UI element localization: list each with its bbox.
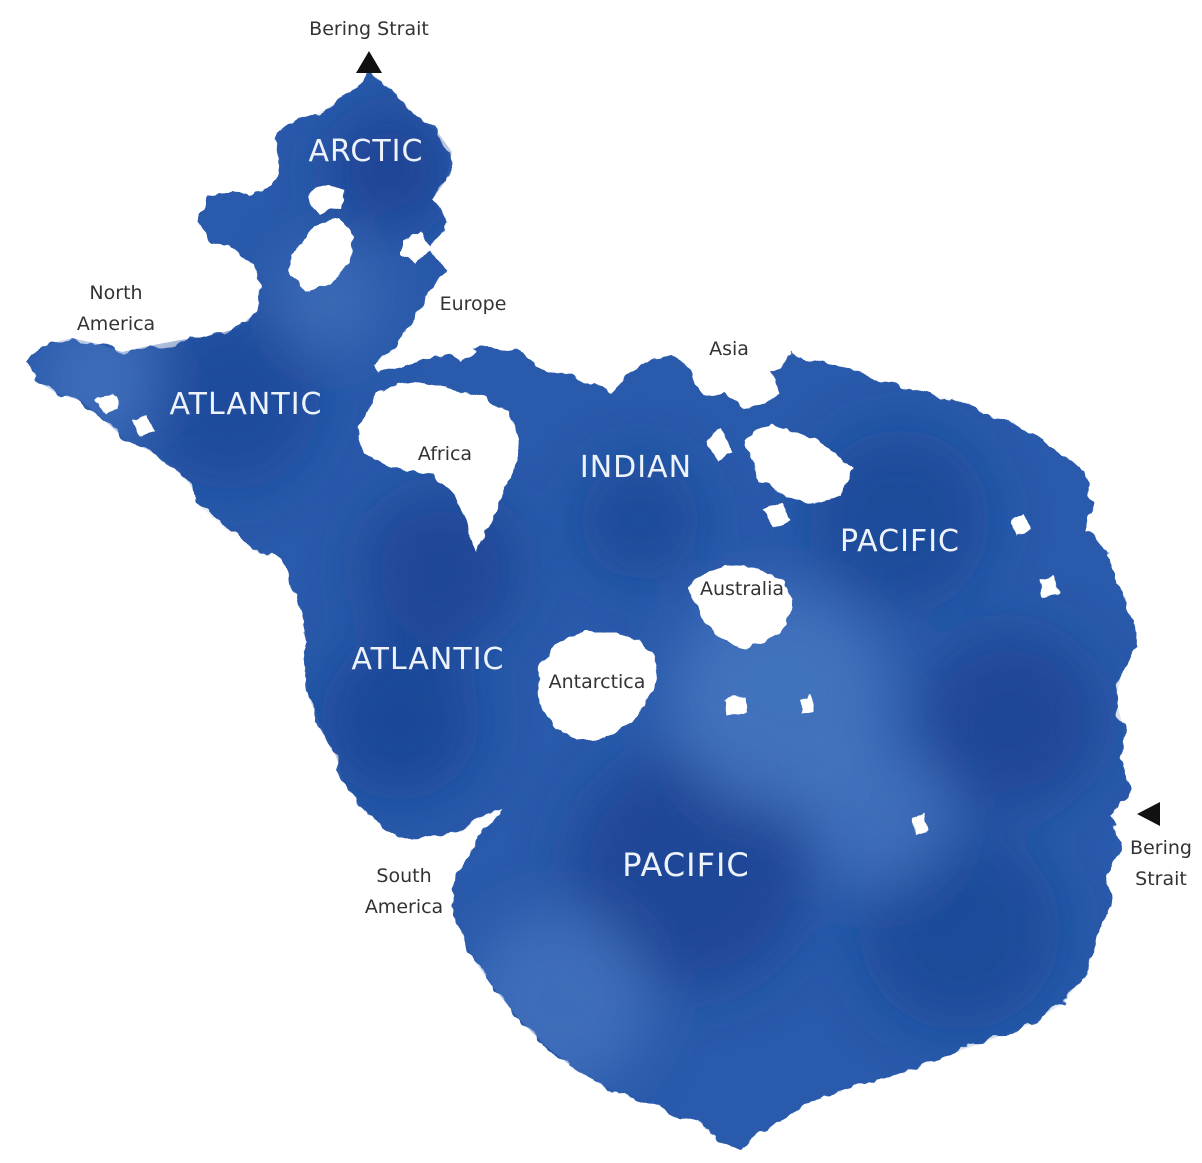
land-label-asia: Asia xyxy=(709,338,749,360)
ocean-wash-blob xyxy=(470,910,650,1090)
land-masses xyxy=(96,150,1058,836)
triangle-up-icon xyxy=(356,51,382,73)
africa-landmass xyxy=(356,380,520,552)
pacific-island-b xyxy=(1040,576,1058,598)
ocean-label-pacific-east: PACIFIC xyxy=(840,524,960,559)
antarctica-landmass xyxy=(538,632,658,740)
land-label-south-america-1: South xyxy=(376,865,431,887)
ocean-wash-blob xyxy=(920,630,1100,810)
ocean-wash-blob xyxy=(670,590,890,810)
ocean-wash-blob xyxy=(810,430,990,610)
strait-label-top: Bering Strait xyxy=(309,18,429,40)
ocean-label-indian: INDIAN xyxy=(580,450,692,485)
europe-island xyxy=(446,338,476,362)
ocean-label-pacific-south: PACIFIC xyxy=(622,846,750,884)
pacific-island-c xyxy=(912,812,928,836)
land-label-africa: Africa xyxy=(418,443,472,465)
ocean-wash-blob xyxy=(360,490,520,650)
pacific-island-d xyxy=(800,696,814,714)
land-label-north-america-1: North xyxy=(89,282,142,304)
land-label-south-america-2: America xyxy=(365,896,443,918)
pacific-island-a xyxy=(1010,514,1030,536)
southeast-asia-island-b xyxy=(706,430,732,462)
ocean-wash-blob xyxy=(140,310,320,490)
ocean-wash-blob xyxy=(330,110,450,230)
ocean-wash-blob xyxy=(580,460,700,580)
north-america-island-a xyxy=(96,392,120,414)
arctic-island-a xyxy=(306,184,344,214)
ocean-label-atlantic-south: ATLANTIC xyxy=(351,642,504,677)
asia-coast xyxy=(744,424,852,504)
ocean-wash-blob xyxy=(320,640,480,800)
land-label-antarctica: Antarctica xyxy=(549,671,646,693)
greenland-landmass xyxy=(290,218,354,292)
ocean-label-atlantic-north: ATLANTIC xyxy=(169,387,322,422)
land-label-north-america-2: America xyxy=(77,313,155,335)
australia-landmass xyxy=(688,566,794,650)
ocean-label-arctic: ARCTIC xyxy=(309,134,424,169)
arctic-island-b xyxy=(402,232,430,262)
ocean-wash-blob xyxy=(810,750,950,890)
land-label-australia: Australia xyxy=(700,578,784,600)
pacific-island-e xyxy=(724,696,748,716)
strait-label-right-1: Bering xyxy=(1130,837,1192,859)
land-label-europe: Europe xyxy=(440,293,507,315)
strait-label-right-2: Strait xyxy=(1135,868,1187,890)
arctic-island-c xyxy=(252,150,280,176)
southeast-asia-island-a xyxy=(764,504,790,528)
ocean-wash-blob xyxy=(570,750,810,990)
triangle-left-icon xyxy=(1137,802,1160,826)
north-america-island-b xyxy=(132,414,154,436)
